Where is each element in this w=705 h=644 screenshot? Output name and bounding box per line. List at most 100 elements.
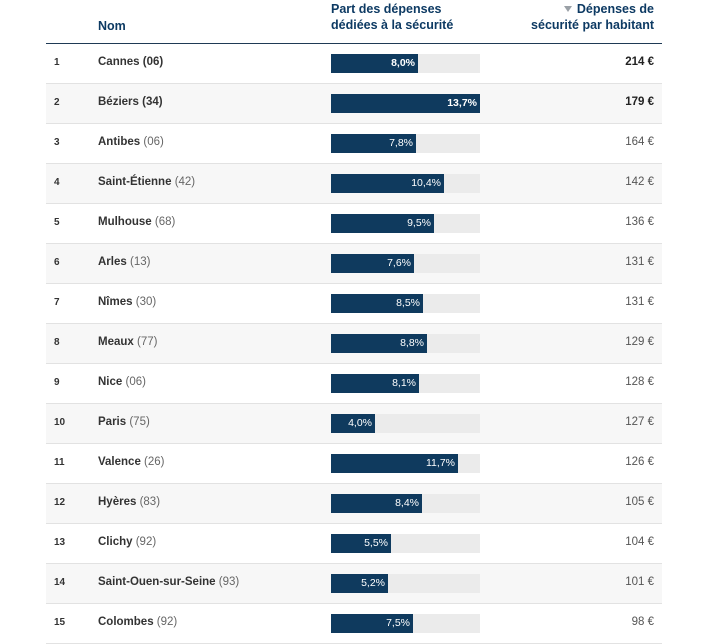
row-city-name: Mulhouse	[98, 216, 152, 228]
column-header-depenses-line1: Dépenses de	[576, 2, 654, 16]
row-city-name: Paris	[98, 416, 127, 428]
share-bar-label: 7,5%	[386, 617, 410, 629]
row-amount: 126 €	[625, 456, 654, 468]
row-city-name: Colombes	[98, 616, 154, 628]
row-city-name: Meaux	[98, 336, 134, 348]
share-bar-track: 13,7%	[331, 94, 480, 113]
table-row[interactable]: 3 Antibes (06) 7,8% 164 €	[46, 124, 662, 164]
row-department: (93)	[218, 576, 240, 588]
table-row[interactable]: 10 Paris (75) 4,0% 127 €	[46, 404, 662, 444]
share-bar-track: 4,0%	[331, 414, 480, 433]
table-row[interactable]: 15 Colombes (92) 7,5% 98 €	[46, 604, 662, 644]
row-department: (34)	[142, 96, 163, 108]
row-rank: 15	[54, 617, 66, 628]
share-bar-label: 8,8%	[400, 337, 424, 349]
row-rank: 11	[54, 457, 65, 468]
row-department: (13)	[129, 256, 151, 268]
row-city-name: Valence	[98, 456, 141, 468]
share-bar-track: 8,4%	[331, 494, 480, 513]
share-bar-track: 7,8%	[331, 134, 480, 153]
sort-descending-icon	[563, 6, 572, 12]
share-bar-track: 5,2%	[331, 574, 480, 593]
row-rank: 12	[54, 497, 66, 508]
row-city: Mulhouse (68)	[98, 216, 175, 228]
share-bar-fill	[331, 214, 434, 233]
row-department: (42)	[174, 176, 196, 188]
row-department: (77)	[137, 336, 158, 348]
table-row[interactable]: 13 Clichy (92) 5,5% 104 €	[46, 524, 662, 564]
share-bar-track: 7,5%	[331, 614, 480, 633]
row-amount: 98 €	[631, 616, 654, 628]
share-bar-label: 8,4%	[395, 497, 419, 509]
column-header-part[interactable]: Part des dépenses dédiées à la sécurité	[331, 1, 453, 33]
row-rank: 6	[54, 257, 60, 268]
row-city: Béziers (34)	[98, 96, 163, 108]
row-city-name: Nîmes	[98, 296, 133, 308]
row-amount: 105 €	[625, 496, 654, 508]
table-row[interactable]: 9 Nice (06) 8,1% 128 €	[46, 364, 662, 404]
row-city-name: Saint-Ouen-sur-Seine	[98, 576, 216, 588]
share-bar-fill	[331, 534, 391, 553]
share-bar-track: 5,5%	[331, 534, 480, 553]
share-bar-track: 11,7%	[331, 454, 480, 473]
table-row[interactable]: 2 Béziers (34) 13,7% 179 €	[46, 84, 662, 124]
row-city: Colombes (92)	[98, 616, 177, 628]
row-city: Nice (06)	[98, 376, 146, 388]
table-row[interactable]: 12 Hyères (83) 8,4% 105 €	[46, 484, 662, 524]
share-bar-label: 4,0%	[348, 417, 372, 429]
column-header-nom-label: Nom	[98, 19, 126, 33]
share-bar-fill	[331, 574, 388, 593]
row-amount: 179 €	[625, 96, 654, 108]
row-city-name: Hyères	[98, 496, 137, 508]
row-city: Meaux (77)	[98, 336, 157, 348]
row-rank: 4	[54, 177, 60, 188]
share-bar-label: 13,7%	[447, 97, 477, 109]
table-row[interactable]: 11 Valence (26) 11,7% 126 €	[46, 444, 662, 484]
row-amount: 214 €	[625, 56, 654, 68]
row-city-name: Saint-Étienne	[98, 176, 172, 188]
row-rank: 14	[54, 577, 66, 588]
row-city-name: Béziers	[98, 96, 139, 108]
row-city: Saint-Ouen-sur-Seine (93)	[98, 576, 239, 588]
row-rank: 5	[54, 217, 60, 228]
share-bar-label: 7,6%	[387, 257, 411, 269]
table-row[interactable]: 7 Nîmes (30) 8,5% 131 €	[46, 284, 662, 324]
row-amount: 164 €	[625, 136, 654, 148]
column-header-depenses[interactable]: Dépenses de sécurité par habitant	[531, 1, 654, 33]
column-header-nom[interactable]: Nom	[98, 18, 126, 34]
share-bar-fill	[331, 374, 419, 393]
row-city: Hyères (83)	[98, 496, 160, 508]
share-bar-label: 5,5%	[364, 537, 388, 549]
table-header: Nom Part des dépenses dédiées à la sécur…	[46, 0, 662, 44]
share-bar-label: 8,5%	[396, 297, 420, 309]
row-department: (92)	[156, 616, 178, 628]
table-body: 1 Cannes (06) 8,0% 214 € 2 Béziers (34) 13,7% 1…	[46, 44, 662, 644]
share-bar-track: 8,5%	[331, 294, 480, 313]
row-city-name: Nice	[98, 376, 123, 388]
table-row[interactable]: 6 Arles (13) 7,6% 131 €	[46, 244, 662, 284]
table-row[interactable]: 1 Cannes (06) 8,0% 214 €	[46, 44, 662, 84]
table-row[interactable]: 4 Saint-Étienne (42) 10,4% 142 €	[46, 164, 662, 204]
row-city: Saint-Étienne (42)	[98, 176, 195, 188]
security-spending-table: Nom Part des dépenses dédiées à la sécur…	[46, 0, 662, 644]
share-bar-track: 7,6%	[331, 254, 480, 273]
share-bar-label: 9,5%	[407, 217, 431, 229]
row-amount: 142 €	[625, 176, 654, 188]
share-bar-label: 8,1%	[392, 377, 416, 389]
row-city: Cannes (06)	[98, 56, 163, 68]
share-bar-fill	[331, 134, 416, 153]
row-amount: 101 €	[625, 576, 654, 588]
table-row[interactable]: 14 Saint-Ouen-sur-Seine (93) 5,2% 101 €	[46, 564, 662, 604]
share-bar-fill	[331, 454, 458, 473]
share-bar-label: 8,0%	[391, 57, 415, 69]
share-bar-track: 8,8%	[331, 334, 480, 353]
row-city-name: Cannes	[98, 56, 140, 68]
table-row[interactable]: 5 Mulhouse (68) 9,5% 136 €	[46, 204, 662, 244]
share-bar-fill	[331, 294, 423, 313]
row-department: (75)	[129, 416, 150, 428]
row-rank: 7	[54, 297, 60, 308]
row-amount: 128 €	[625, 376, 654, 388]
row-amount: 136 €	[625, 216, 654, 228]
table-row[interactable]: 8 Meaux (77) 8,8% 129 €	[46, 324, 662, 364]
share-bar-fill	[331, 254, 414, 273]
